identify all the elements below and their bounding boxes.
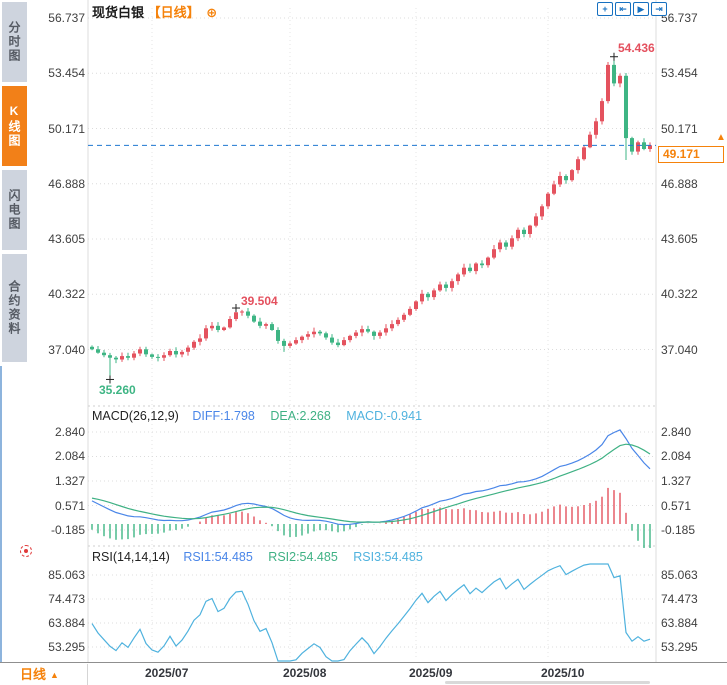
rsi-name: RSI(14,14,14) <box>92 550 170 564</box>
y-axis-label-left: -0.185 <box>50 523 85 537</box>
y-axis-label-left: 46.888 <box>48 176 85 191</box>
y-axis-label-right: 37.040 <box>661 342 698 357</box>
y-axis-label-right: 50.171 <box>661 121 698 136</box>
price-up-arrow-icon: ▲ <box>716 132 726 144</box>
chart-title: 现货白银 【日线】 ⊕ <box>92 2 217 21</box>
y-axis-label-left: 85.063 <box>48 568 85 582</box>
macd-dea-line <box>91 443 651 523</box>
macd-diff: DIFF:1.798 <box>192 409 255 423</box>
y-axis-label-right: 53.295 <box>661 640 698 654</box>
zoom-x-axis-icon[interactable]: ⇤ <box>615 2 631 16</box>
period-dropdown[interactable]: 日线 ▲ <box>2 664 88 685</box>
y-axis-label-left: 40.322 <box>48 287 85 302</box>
macd-histogram <box>91 487 651 548</box>
alert-sun-icon[interactable] <box>20 545 32 557</box>
y-axis-label-left: 37.040 <box>48 342 85 357</box>
sidebar-item-label: 闪电图 <box>7 189 21 231</box>
y-axis-label-right: 40.322 <box>661 287 698 302</box>
y-axis-label-left: 0.571 <box>54 498 85 513</box>
gridlines <box>88 8 656 660</box>
rsi-line <box>91 563 651 662</box>
y-axis-label-right: 63.884 <box>661 616 698 630</box>
dropdown-arrow-icon: ▲ <box>50 670 59 680</box>
candles-layer <box>90 56 652 380</box>
macd-header: MACD(26,12,9) DIFF:1.798 DEA:2.268 MACD:… <box>92 409 422 423</box>
sidebar-item-time-chart[interactable]: 分时图 <box>2 2 27 82</box>
y-axis-label-left: 2.084 <box>54 449 85 464</box>
annotation-markers <box>106 52 618 384</box>
sidebar-item-contract-info[interactable]: 合约资料 <box>2 254 27 362</box>
sidebar-item-kline-chart[interactable]: K线图 <box>2 86 27 166</box>
y-axis-label-right: 0.571 <box>661 498 692 513</box>
y-axis-label-right: 85.063 <box>661 568 698 582</box>
annotation-high: 54.436 <box>618 40 655 55</box>
annotation-low: 35.260 <box>99 383 136 398</box>
y-axis-label-right: 46.888 <box>661 176 698 191</box>
x-axis-label: 2025/10 <box>541 666 585 680</box>
rsi-header: RSI(14,14,14) RSI1:54.485 RSI2:54.485 RS… <box>92 550 423 564</box>
y-axis-label-right: 53.454 <box>661 66 698 81</box>
y-axis-label-left: 2.840 <box>54 425 85 439</box>
scrollbar-thumb[interactable] <box>445 681 650 684</box>
y-axis-label-right: 74.473 <box>661 592 698 606</box>
sidebar-item-label: 分时图 <box>7 21 21 63</box>
x-axis-label: 2025/09 <box>409 666 453 680</box>
y-axis-label-left: 50.171 <box>48 121 85 136</box>
symbol-name: 现货白银 <box>92 5 145 20</box>
y-axis-label-left: 43.605 <box>48 232 85 246</box>
y-axis-label-left: 56.737 <box>48 11 85 25</box>
y-axis-label-left: 53.454 <box>48 66 85 81</box>
rsi2: RSI2:54.485 <box>268 550 338 564</box>
y-axis-label-right: 2.840 <box>661 425 692 439</box>
period-dropdown-label: 日线 <box>20 667 47 682</box>
annotation-pullback-high: 39.504 <box>241 294 278 309</box>
macd-dea: DEA:2.268 <box>270 409 331 423</box>
last-price-badge: 49.171 <box>658 146 724 164</box>
y-axis-label-right: 2.084 <box>661 449 692 464</box>
add-indicator-icon[interactable]: ⊕ <box>206 5 218 20</box>
y-axis-label-right: -0.185 <box>661 523 696 537</box>
bottom-bar: 日线 ▲ <box>0 662 727 685</box>
y-axis-label-left: 74.473 <box>48 592 85 606</box>
sidebar-item-label: K线图 <box>7 104 21 148</box>
x-axis-label: 2025/07 <box>145 666 189 680</box>
panel-focus-border <box>0 366 2 685</box>
y-axis-label-right: 56.737 <box>661 11 698 25</box>
macd-value: MACD:-0.941 <box>346 409 423 423</box>
autoscroll-icon[interactable]: ▶ <box>633 2 649 16</box>
rsi3: RSI3:54.485 <box>353 550 423 564</box>
jump-latest-icon[interactable]: ⇥ <box>651 2 667 16</box>
period-tag: 【日线】 <box>147 5 200 20</box>
y-axis-label-right: 43.605 <box>661 232 698 246</box>
macd-name: MACD(26,12,9) <box>92 409 179 423</box>
sidebar: 分时图 K线图 闪电图 合约资料 <box>0 0 30 685</box>
chart-toolbar: + ⇤ ▶ ⇥ <box>597 2 667 16</box>
move-tool-icon[interactable]: + <box>597 2 613 16</box>
sidebar-item-label: 合约资料 <box>7 280 21 336</box>
sidebar-item-lightning-chart[interactable]: 闪电图 <box>2 170 27 250</box>
y-axis-label-left: 63.884 <box>48 616 85 630</box>
y-axis-label-left: 53.295 <box>48 640 85 654</box>
y-axis-label-right: 1.327 <box>661 474 692 489</box>
y-axis-label-left: 1.327 <box>54 474 85 489</box>
x-axis-label: 2025/08 <box>283 666 327 680</box>
rsi1: RSI1:54.485 <box>183 550 253 564</box>
